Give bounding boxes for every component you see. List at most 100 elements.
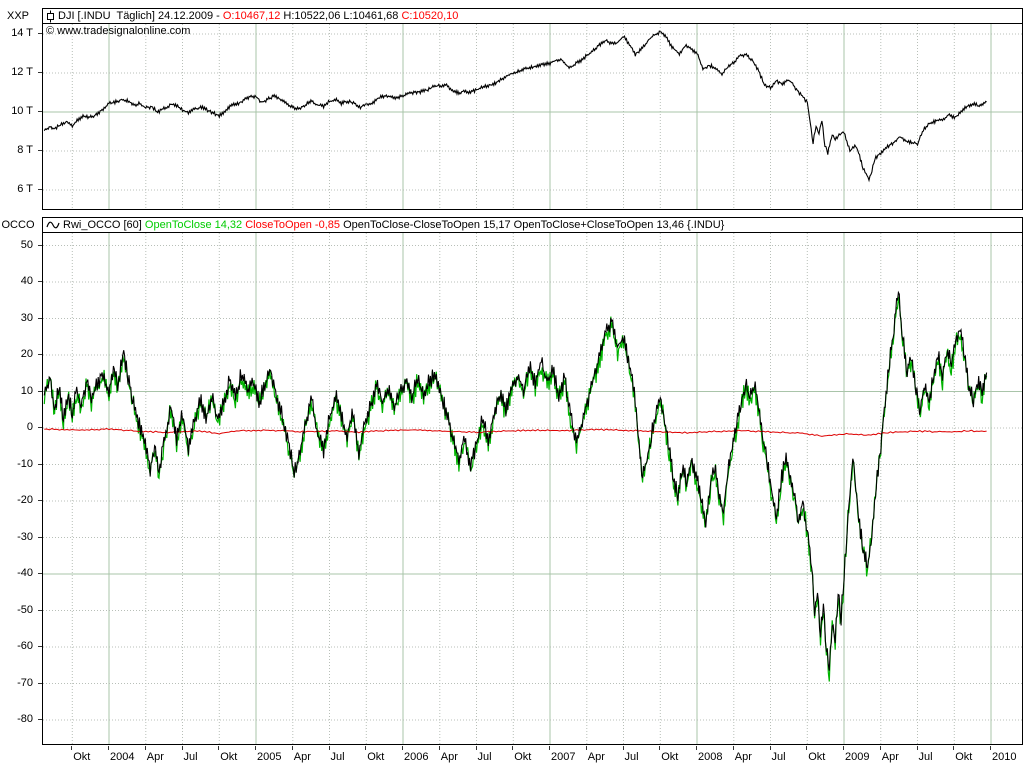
x-axis-tick — [622, 746, 624, 750]
x-axis-tick — [438, 746, 440, 750]
closetoopen-line — [44, 427, 987, 437]
candlestick-icon — [47, 10, 54, 22]
price-y-axis-tick — [38, 150, 42, 151]
x-axis-label: Okt — [514, 751, 532, 763]
occo-y-axis-tick — [38, 500, 42, 501]
x-axis-tick — [144, 746, 146, 750]
x-axis-label: Jul — [918, 751, 933, 763]
price-header-open: O:10467,12 — [222, 10, 281, 22]
x-axis-label: 2004 — [110, 751, 135, 763]
occo-y-axis-label: 20 — [20, 348, 33, 360]
occo-y-axis-tick — [38, 354, 42, 355]
x-axis-tick — [769, 746, 771, 750]
occo-y-axis-tick — [38, 646, 42, 647]
x-axis-label: Apr — [734, 751, 752, 763]
x-axis-tick — [475, 746, 477, 750]
x-axis-label: 2006 — [404, 751, 429, 763]
x-axis-label: Apr — [881, 751, 899, 763]
x-axis-label: Apr — [440, 751, 458, 763]
x-axis-tick — [512, 746, 514, 750]
price-y-axis-label: 12 T — [11, 66, 33, 78]
occo-header-name: Rwi_OCCO [60] — [63, 219, 145, 231]
occo-y-axis-label: -10 — [17, 457, 33, 470]
price-chart-panel[interactable]: DJI [.INDU Täglich] 24.12.2009 - O:10467… — [42, 8, 1023, 210]
x-axis-tick — [659, 746, 661, 750]
x-axis-tick — [806, 746, 808, 750]
x-axis-tick — [953, 746, 955, 750]
wave-icon — [46, 221, 60, 229]
occo-y-axis-label: 40 — [20, 275, 33, 287]
occo-y-axis-label: -40 — [17, 567, 33, 579]
x-axis-label: Okt — [367, 751, 385, 763]
x-axis-tick — [181, 746, 183, 750]
price-y-axis-tick — [38, 33, 42, 34]
price-y-axis-label: 14 T — [11, 27, 33, 39]
x-axis-tick — [585, 746, 587, 750]
price-y-axis-label: 10 T — [11, 105, 33, 117]
x-axis-tick — [71, 746, 73, 750]
occo-y-axis-tick — [38, 390, 42, 392]
x-axis-label: Jul — [330, 751, 345, 763]
x-axis-tick — [696, 746, 697, 750]
x-axis-tick — [732, 746, 734, 750]
dji-close-line — [43, 30, 987, 183]
occo-header-rest: OpenToClose-CloseToOpen 15,17 OpenToClos… — [343, 219, 725, 231]
occo-spread-line — [43, 290, 988, 671]
x-axis-label: Jul — [183, 751, 198, 763]
opentoclose-line — [43, 296, 988, 682]
x-axis-tick — [990, 746, 991, 750]
occo-y-axis-label: -50 — [17, 603, 33, 616]
price-header-title: DJI [.INDU Täglich] 24.12.2009 - — [58, 10, 223, 22]
x-axis-tick — [328, 746, 330, 750]
occo-y-axis-label: 50 — [20, 238, 33, 251]
occo-y-axis-label: -30 — [17, 530, 33, 543]
x-axis-tick — [255, 746, 256, 750]
occo-y-axis-tick — [38, 281, 42, 282]
x-axis-tick — [291, 746, 293, 750]
price-panel-header: DJI [.INDU Täglich] 24.12.2009 - O:10467… — [43, 9, 1022, 24]
occo-y-axis-tick — [38, 536, 42, 538]
occo-y-axis-label: -60 — [17, 640, 33, 652]
x-axis-tick — [402, 746, 403, 750]
watermark-link[interactable]: © www.tradesignalonline.com — [46, 25, 191, 37]
price-y-axis-tick — [38, 189, 42, 190]
x-axis-label: Apr — [146, 751, 164, 763]
occo-plot-area[interactable] — [43, 218, 1022, 744]
x-axis-tick — [916, 746, 918, 750]
x-axis-label: 2007 — [551, 751, 576, 763]
price-y-axis-label: 6 T — [17, 183, 33, 195]
occo-y-axis-label: -20 — [17, 494, 33, 506]
price-plot-area[interactable] — [43, 9, 1022, 209]
occo-y-axis-tick — [38, 427, 42, 428]
x-axis-label: Jul — [624, 751, 639, 763]
occo-y-axis-label: 10 — [20, 384, 33, 397]
occo-y-axis-label: 30 — [20, 311, 33, 324]
x-axis-tick — [108, 746, 109, 750]
x-axis-label: 2009 — [845, 751, 870, 763]
price-y-axis-tick — [38, 72, 42, 73]
x-axis-label: Apr — [293, 751, 311, 763]
occo-y-axis-label: -70 — [17, 676, 33, 689]
occo-header-closetoopen: CloseToOpen -0,85 — [245, 219, 344, 231]
occo-panel-header: Rwi_OCCO [60] OpenToClose 14,32 CloseToO… — [43, 218, 1022, 233]
price-y-axis-tick — [38, 111, 42, 112]
price-header-close: C:10520,10 — [401, 10, 459, 22]
x-axis-tick — [549, 746, 550, 750]
occo-y-axis-label: 0 — [26, 421, 33, 433]
x-axis-label: Okt — [955, 751, 973, 763]
occo-y-axis-tick — [38, 244, 42, 246]
occo-y-axis-tick — [38, 317, 42, 319]
occo-y-axis-tick — [38, 682, 42, 684]
x-axis-label: Okt — [220, 751, 238, 763]
x-axis-label: 2010 — [992, 751, 1017, 763]
price-header-highlow: H:10522,06 L:10461,68 — [280, 10, 402, 22]
occo-y-axis-tick — [38, 573, 42, 574]
x-axis-label: Apr — [587, 751, 605, 763]
occo-header-opentoclose: OpenToClose 14,32 — [144, 219, 246, 231]
x-axis-label: 2005 — [257, 751, 282, 763]
x-axis-label: Okt — [808, 751, 826, 763]
x-axis-tick — [879, 746, 881, 750]
occo-indicator-panel[interactable]: Rwi_OCCO [60] OpenToClose 14,32 CloseToO… — [42, 217, 1023, 745]
occo-scale-label: OCCO — [1, 219, 35, 231]
